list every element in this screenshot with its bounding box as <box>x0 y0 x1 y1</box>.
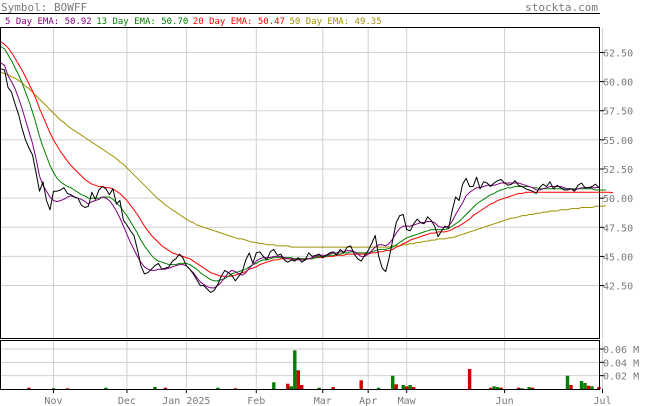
volume-bar <box>331 387 335 389</box>
symbol-title: Symbol: BOWFF <box>1 1 87 14</box>
volume-bar <box>412 387 416 389</box>
volume-bar <box>163 387 168 389</box>
volume-bar <box>495 387 500 389</box>
price-tick-label: 45.00 <box>603 252 633 263</box>
volume-bar <box>530 387 535 389</box>
volume-bar <box>51 388 56 390</box>
volume-bar <box>286 383 290 389</box>
volume-bars <box>27 350 601 390</box>
x-axis: Nov Dec Jan 2025 Feb Mar Apr Maw Jun Jul <box>44 389 612 406</box>
volume-bar <box>65 388 70 390</box>
site-name: stockta.com <box>525 1 598 14</box>
volume-bar <box>359 380 363 389</box>
x-tick-label: Maw <box>398 396 417 406</box>
volume-bar <box>293 350 297 389</box>
volume-bar <box>565 375 570 389</box>
volume-bar <box>300 385 304 389</box>
volume-bar <box>408 385 412 389</box>
x-tick-label: Nov <box>44 396 62 406</box>
close-price-line <box>0 68 600 293</box>
price-lines <box>0 41 614 293</box>
volume-bar <box>569 385 573 389</box>
volume-bar <box>579 381 584 389</box>
volume-bar <box>377 387 381 389</box>
x-tick-label: Apr <box>359 396 377 406</box>
volume-bar <box>296 370 300 389</box>
x-tick-label: Jun <box>496 396 514 406</box>
price-tick-label: 62.50 <box>603 48 633 59</box>
volume-tick-label: 0.06 M <box>603 345 639 356</box>
price-axis: 62.50 60.00 57.50 55.00 52.50 50.00 47.50 45.00… <box>600 48 633 293</box>
price-tick-label: 47.50 <box>603 223 633 234</box>
x-tick-label: Feb <box>247 396 265 406</box>
ema50-line <box>0 71 607 248</box>
x-tick-label: Jan 2025 <box>162 396 210 406</box>
legend-item: 13 Day EMA: 50.70 <box>96 17 188 27</box>
volume-bar <box>272 382 276 389</box>
volume-bar <box>401 385 405 389</box>
legend-item: 5 Day EMA: 50.92 <box>5 17 92 27</box>
volume-tick-label: 0.04 M <box>603 358 639 369</box>
volume-bar <box>492 386 496 389</box>
volume-bar <box>153 387 157 389</box>
volume-bar <box>391 375 395 389</box>
volume-bar <box>583 383 587 389</box>
volume-panel-frame <box>0 340 600 390</box>
price-panel-frame <box>0 27 600 339</box>
x-tick-label: Dec <box>118 396 136 406</box>
volume-bar <box>516 387 521 389</box>
legend-item: 20 Day EMA: 50.47 <box>193 17 285 27</box>
volume-bar <box>520 388 524 390</box>
volume-bar <box>499 387 503 389</box>
volume-bar <box>233 388 237 390</box>
price-tick-label: 50.00 <box>603 194 633 205</box>
volume-bar <box>104 387 108 389</box>
volume-tick-label: 0.02 M <box>603 372 639 383</box>
volume-axis: 0.06 M 0.04 M 0.02 M <box>600 345 639 383</box>
volume-bar <box>216 387 220 389</box>
price-tick-label: 60.00 <box>603 78 633 89</box>
volume-bar <box>289 386 293 389</box>
volume-bar <box>405 386 409 389</box>
volume-bar <box>488 387 493 389</box>
volume-bar <box>317 387 321 389</box>
price-tick-label: 57.50 <box>603 107 633 118</box>
price-tick-label: 52.50 <box>603 165 633 176</box>
volume-bar <box>467 369 472 389</box>
legend: 5 Day EMA: 50.92 13 Day EMA: 50.70 20 Day … <box>5 17 382 27</box>
volume-bar <box>590 386 594 389</box>
price-tick-label: 42.50 <box>603 282 633 293</box>
legend-item: 50 Day EMA: 49.35 <box>290 17 382 27</box>
volume-bar <box>394 384 398 389</box>
x-tick-label: Mar <box>314 396 332 406</box>
volume-bar <box>527 387 531 389</box>
volume-bar <box>27 387 31 389</box>
volume-bar <box>586 385 591 389</box>
x-tick-label: Jul <box>593 396 611 406</box>
price-tick-label: 55.00 <box>603 136 633 147</box>
